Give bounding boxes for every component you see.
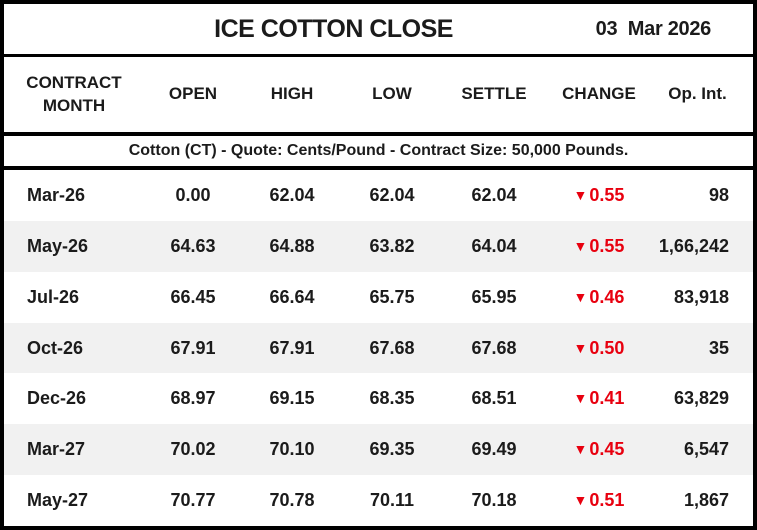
open-cell: 0.00: [175, 184, 211, 205]
contract-month-cell: Oct-26: [27, 337, 84, 358]
change-value: 0.55: [589, 235, 625, 256]
column-header-row: CONTRACT MONTH OPEN HIGH LOW SETTLE CHAN…: [4, 57, 753, 136]
down-triangle-icon: ▼: [573, 237, 588, 254]
table-row: Mar-26 0.00 62.04 62.04 62.04 ▼ 0.55 98: [4, 170, 753, 221]
change-cell: ▼ 0.50: [546, 338, 652, 359]
down-triangle-icon: ▼: [573, 339, 588, 356]
table-row: Oct-26 67.91 67.91 67.68 67.68 ▼ 0.50 35: [4, 322, 753, 374]
high-cell: 64.88: [269, 235, 315, 256]
column-header-settle: SETTLE: [461, 84, 527, 104]
report-date: 03 Mar 2026: [595, 17, 712, 40]
contract-month-cell: Dec-26: [27, 388, 87, 409]
low-cell: 68.35: [369, 388, 415, 409]
open-interest-cell: 6,547: [683, 439, 729, 460]
high-cell: 67.91: [269, 337, 315, 358]
change-value: 0.46: [589, 286, 625, 307]
change-value: 0.51: [589, 490, 625, 511]
open-interest-cell: 83,918: [673, 286, 729, 307]
change-value: 0.45: [589, 439, 625, 460]
table-row: May-26 64.63 64.88 63.82 64.04 ▼ 0.55 1,6…: [4, 220, 753, 272]
contract-spec-band: Cotton (CT) - Quote: Cents/Pound - Contr…: [4, 136, 753, 170]
change-value: 0.50: [589, 337, 625, 358]
down-triangle-icon: ▼: [573, 288, 588, 305]
settle-cell: 70.18: [471, 490, 517, 511]
open-interest-cell: 1,66,242: [658, 235, 729, 256]
low-cell: 65.75: [369, 286, 415, 307]
open-cell: 64.63: [170, 235, 216, 256]
change-cell: ▼ 0.46: [546, 287, 652, 308]
title-bar: ICE COTTON CLOSE 03 Mar 2026: [4, 4, 753, 57]
column-header-op-int: Op. Int.: [668, 84, 727, 104]
settle-cell: 62.04: [471, 184, 517, 205]
down-triangle-icon: ▼: [573, 492, 588, 509]
column-header-low: LOW: [372, 84, 412, 104]
change-cell: ▼ 0.55: [546, 236, 652, 257]
high-cell: 66.64: [269, 286, 315, 307]
low-cell: 67.68: [369, 337, 415, 358]
table-row: Dec-26 68.97 69.15 68.35 68.51 ▼ 0.41 63,…: [4, 373, 753, 424]
open-interest-cell: 1,867: [683, 490, 729, 511]
table-row: Jul-26 66.45 66.64 65.75 65.95 ▼ 0.46 83,…: [4, 272, 753, 323]
high-cell: 62.04: [269, 184, 315, 205]
table-row: May-27 70.77 70.78 70.11 70.18 ▼ 0.51 1,8…: [4, 475, 753, 526]
settle-cell: 64.04: [471, 235, 517, 256]
open-cell: 70.77: [170, 490, 216, 511]
high-cell: 70.10: [269, 439, 315, 460]
contract-month-cell: Jul-26: [27, 286, 80, 307]
column-header-contract-month: CONTRACT MONTH: [26, 72, 122, 115]
column-header-open: OPEN: [168, 84, 218, 104]
open-cell: 70.02: [170, 439, 216, 460]
low-cell: 62.04: [369, 184, 415, 205]
column-header-change: CHANGE: [562, 84, 636, 104]
high-cell: 69.15: [269, 388, 315, 409]
change-cell: ▼ 0.51: [546, 490, 652, 511]
down-triangle-icon: ▼: [573, 441, 588, 458]
column-header-high: HIGH: [270, 84, 314, 104]
open-interest-cell: 35: [708, 337, 729, 358]
low-cell: 63.82: [369, 235, 415, 256]
high-cell: 70.78: [269, 490, 315, 511]
contract-month-cell: Mar-26: [27, 184, 86, 205]
table-row: Mar-27 70.02 70.10 69.35 69.49 ▼ 0.45 6,5…: [4, 424, 753, 476]
settle-cell: 67.68: [471, 337, 517, 358]
table-body: Mar-26 0.00 62.04 62.04 62.04 ▼ 0.55 98 M…: [4, 170, 753, 526]
settle-cell: 69.49: [471, 439, 517, 460]
change-value: 0.55: [589, 184, 625, 205]
open-cell: 66.45: [170, 286, 216, 307]
change-cell: ▼ 0.41: [546, 388, 652, 409]
open-interest-cell: 63,829: [673, 388, 729, 409]
change-cell: ▼ 0.45: [546, 439, 652, 460]
open-interest-cell: 98: [708, 184, 729, 205]
down-triangle-icon: ▼: [573, 186, 588, 203]
page-title: ICE COTTON CLOSE: [214, 14, 453, 43]
low-cell: 70.11: [369, 490, 415, 511]
settle-cell: 65.95: [471, 286, 517, 307]
open-cell: 67.91: [170, 337, 216, 358]
contract-month-cell: May-26: [27, 235, 89, 256]
contract-month-cell: May-27: [27, 490, 89, 511]
contract-month-cell: Mar-27: [27, 439, 86, 460]
down-triangle-icon: ▼: [573, 390, 588, 407]
change-cell: ▼ 0.55: [546, 185, 652, 206]
change-value: 0.41: [589, 388, 625, 409]
contract-spec-text: Cotton (CT) - Quote: Cents/Pound - Contr…: [128, 142, 629, 159]
open-cell: 68.97: [170, 388, 216, 409]
settle-cell: 68.51: [471, 388, 517, 409]
low-cell: 69.35: [369, 439, 415, 460]
